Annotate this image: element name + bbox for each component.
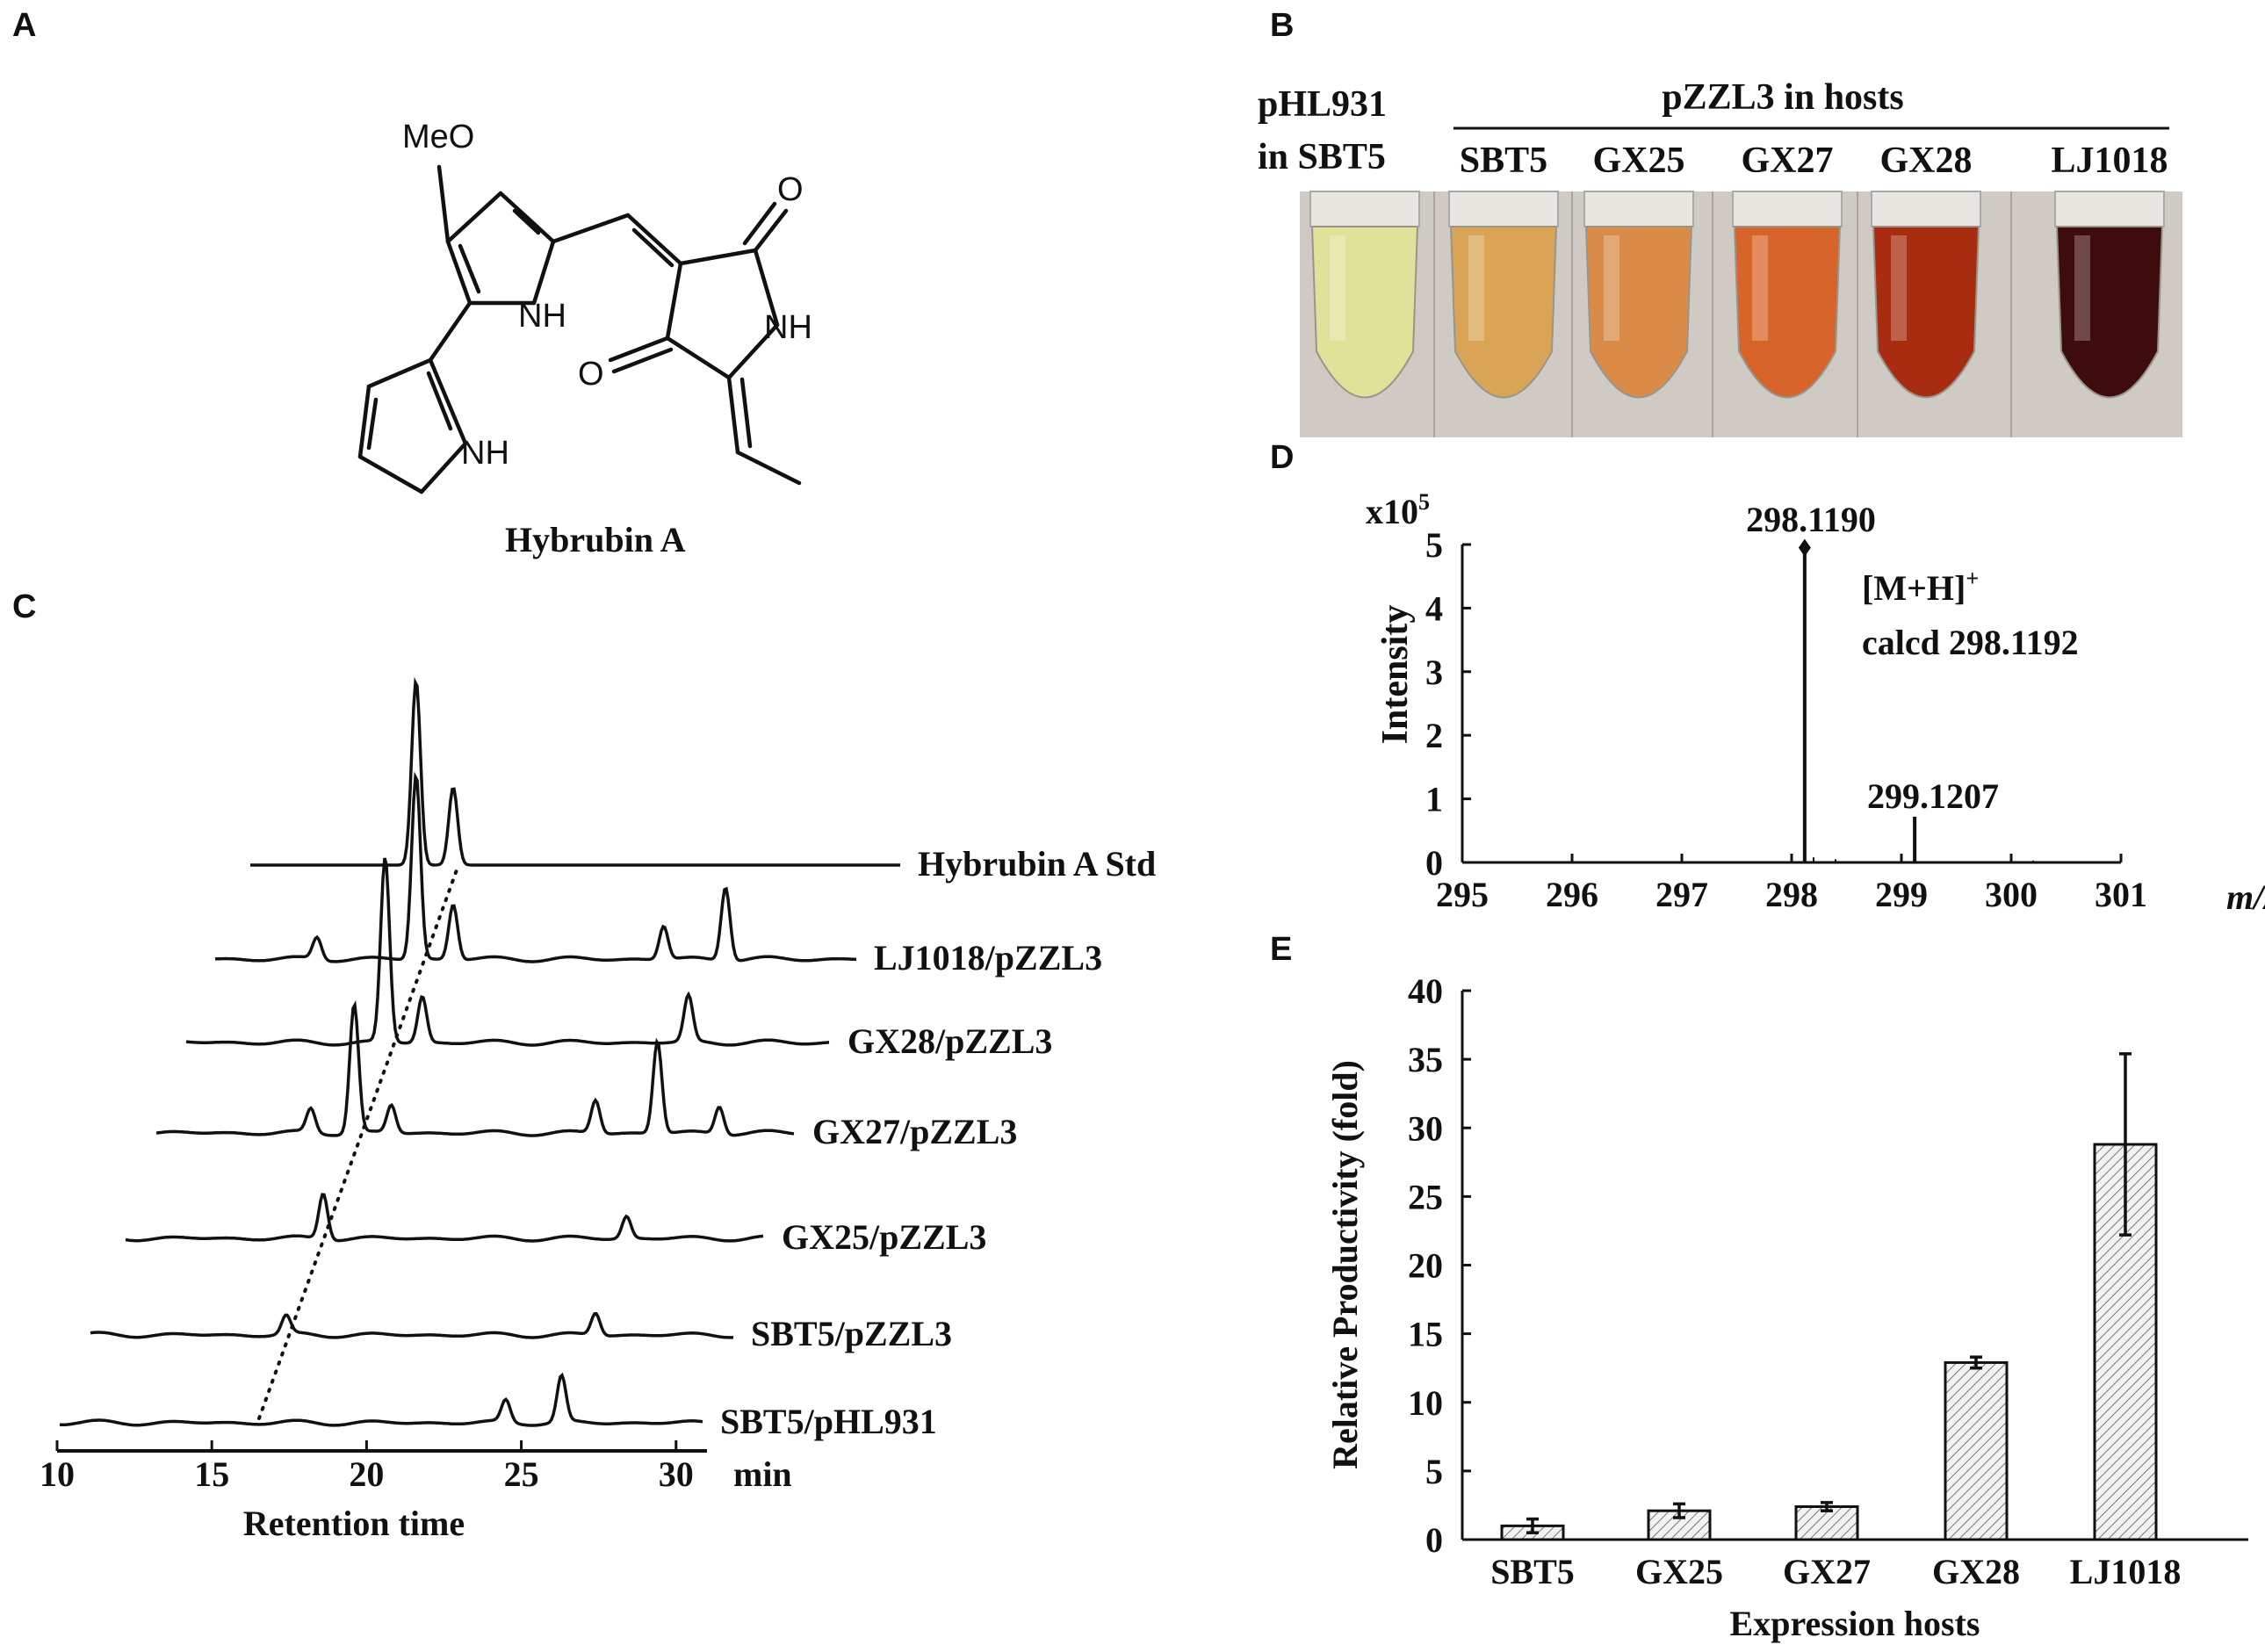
- e-ytick-5: 5: [1425, 1452, 1443, 1491]
- trace-4: [155, 999, 795, 1137]
- c-tick-10: 10: [40, 1454, 75, 1494]
- host-label-5: LJ1018: [2051, 141, 2168, 181]
- peak-alignment-dotted-line: [257, 863, 460, 1420]
- e-ytick-15: 15: [1408, 1315, 1443, 1354]
- tube-3: [1583, 191, 1694, 399]
- c-tick-20: 20: [349, 1454, 384, 1494]
- peak1-label: 298.1190: [1746, 500, 1876, 539]
- trace-label-2: LJ1018/pZZL3: [874, 938, 1102, 977]
- trace-label-1: Hybrubin A Std: [918, 844, 1156, 884]
- meo-label: MeO: [402, 119, 474, 155]
- ion-label: [M+H]+: [1862, 566, 1979, 608]
- tube-6: [2054, 191, 2165, 399]
- tube-4: [1732, 191, 1843, 399]
- trace-3: [185, 857, 830, 1047]
- trace-label-3: GX28/pZZL3: [848, 1021, 1052, 1061]
- e-y-label: Relative Productivity (fold): [1325, 1060, 1365, 1469]
- trace-label-6: SBT5/pZZL3: [751, 1314, 952, 1353]
- tube-5: [1871, 191, 1981, 399]
- e-ytick-40: 40: [1408, 971, 1443, 1011]
- c-tick-15: 15: [194, 1454, 229, 1494]
- e-ytick-25: 25: [1408, 1177, 1443, 1216]
- group-label: pZZL3 in hosts: [1662, 77, 1903, 118]
- bar-gx28: [1944, 1360, 2009, 1541]
- d-ytick-0: 0: [1425, 843, 1443, 883]
- e-category-gx28: GX28: [1932, 1552, 2020, 1591]
- d-xtick-299: 299: [1875, 875, 1928, 914]
- tube-photo: [1300, 191, 2182, 437]
- o-label-1: O: [777, 171, 804, 208]
- e-category-sbt5: SBT5: [1490, 1552, 1575, 1591]
- d-x-label: m/z: [2226, 877, 2265, 917]
- nh-label-2: NH: [764, 309, 812, 346]
- nh-label-1: NH: [518, 298, 566, 335]
- trace-label-5: GX25/pZZL3: [782, 1217, 986, 1257]
- d-ytick-5: 5: [1425, 525, 1443, 565]
- trace-6: [90, 1311, 734, 1339]
- d-ytick-4: 4: [1425, 588, 1443, 628]
- tube-1: [1309, 191, 1420, 399]
- trace-7: [60, 1372, 703, 1427]
- d-xtick-295: 295: [1436, 875, 1489, 914]
- c-x-unit: min: [733, 1454, 792, 1494]
- control-label-line1: pHL931: [1258, 84, 1387, 125]
- trace-1: [250, 677, 900, 867]
- host-label-4: GX28: [1880, 141, 1973, 181]
- d-ytick-3: 3: [1425, 653, 1443, 692]
- e-x-label: Expression hosts: [1730, 1604, 1980, 1643]
- mass-spectrum-plot: 0 1 2 3 4 5 295 296 297 298 299 300 301 x105 Intensi…: [1366, 489, 2265, 917]
- e-category-gx25: GX25: [1635, 1552, 1723, 1591]
- host-label-1: SBT5: [1460, 141, 1547, 181]
- d-xtick-300: 300: [1985, 875, 2038, 914]
- panel-b-letter: B: [1270, 7, 1295, 44]
- c-x-label: Retention time: [243, 1504, 465, 1543]
- calcd-label: calcd 298.1192: [1862, 623, 2079, 662]
- e-ytick-20: 20: [1408, 1246, 1443, 1286]
- d-ytick-2: 2: [1425, 716, 1443, 755]
- ms-peak-marker: [1798, 538, 1811, 557]
- d-xtick-297: 297: [1655, 875, 1708, 914]
- d-scale-label: x105: [1366, 489, 1430, 531]
- e-ytick-0: 0: [1425, 1520, 1443, 1560]
- chromatogram-plot: Hybrubin A Std LJ1018/pZZL3 GX28/pZZL3 GX27…: [40, 677, 1156, 1543]
- trace-5: [125, 1193, 764, 1243]
- e-ytick-35: 35: [1408, 1040, 1443, 1079]
- d-xtick-298: 298: [1765, 875, 1818, 914]
- d-xtick-296: 296: [1546, 875, 1598, 914]
- compound-name: Hybrubin A: [505, 520, 686, 559]
- trace-2: [214, 771, 856, 963]
- c-tick-30: 30: [659, 1454, 694, 1494]
- hybrubin-structure: [357, 164, 802, 494]
- e-ytick-30: 30: [1408, 1108, 1443, 1148]
- d-ytick-1: 1: [1425, 780, 1443, 819]
- tube-2: [1448, 191, 1559, 399]
- d-y-label: Intensity: [1375, 605, 1416, 745]
- panel-a-letter: A: [12, 7, 37, 44]
- host-label-3: GX27: [1742, 141, 1834, 181]
- panel-e-letter: E: [1270, 931, 1293, 968]
- host-label-2: GX25: [1593, 141, 1685, 181]
- c-tick-25: 25: [504, 1454, 539, 1494]
- panel-d-letter: D: [1270, 439, 1295, 476]
- e-category-lj1018: LJ1018: [2070, 1552, 2182, 1591]
- trace-label-7: SBT5/pHL931: [720, 1402, 937, 1441]
- o-label-2: O: [578, 356, 604, 393]
- peak2-label: 299.1207: [1867, 776, 1999, 816]
- panel-c-letter: C: [12, 588, 37, 625]
- e-ytick-10: 10: [1408, 1383, 1443, 1423]
- d-xtick-301: 301: [2095, 875, 2147, 914]
- e-category-gx27: GX27: [1783, 1552, 1871, 1591]
- control-label-line2: in SBT5: [1258, 137, 1386, 177]
- nh-label-3: NH: [461, 435, 509, 472]
- trace-label-4: GX27/pZZL3: [812, 1112, 1017, 1151]
